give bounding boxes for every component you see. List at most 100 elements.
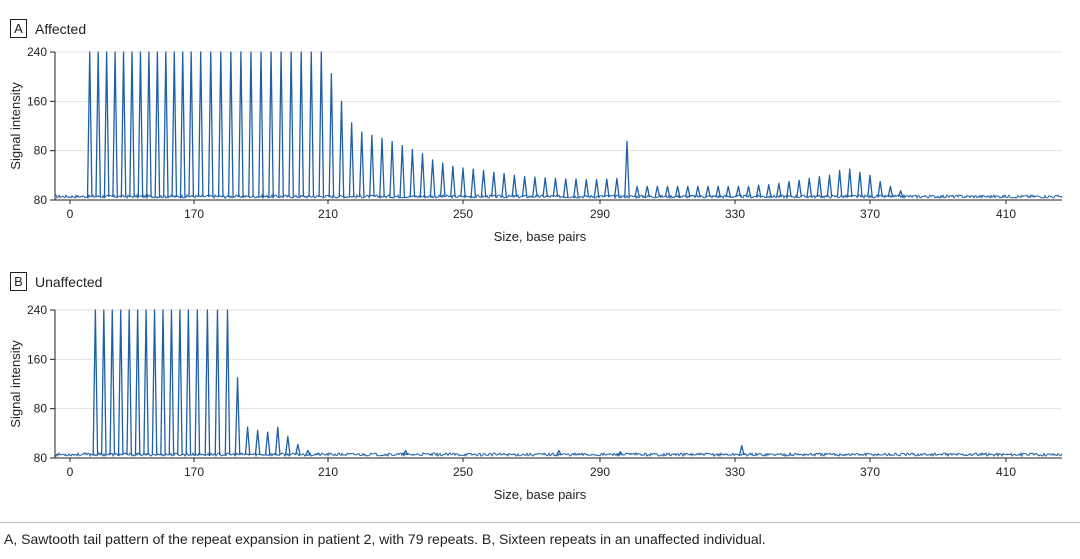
- y-axis-title: Signal intensity: [8, 340, 23, 428]
- peak: [154, 51, 161, 198]
- peak: [450, 165, 456, 198]
- peak: [278, 51, 284, 198]
- peak: [735, 185, 742, 198]
- peak: [379, 137, 385, 198]
- peak: [583, 179, 590, 198]
- peak: [867, 174, 873, 198]
- peak: [92, 309, 99, 456]
- peak: [402, 449, 409, 456]
- peak: [644, 185, 651, 198]
- peak: [654, 185, 661, 198]
- peak: [179, 51, 186, 198]
- peak: [264, 431, 271, 456]
- y-tick-label: 80: [34, 451, 48, 465]
- x-tick-label: 290: [590, 465, 610, 479]
- peak: [151, 309, 158, 456]
- peak: [796, 179, 802, 198]
- peak: [305, 449, 311, 456]
- peak: [846, 168, 853, 198]
- peak: [258, 51, 264, 198]
- peak: [826, 174, 833, 198]
- peak: [617, 451, 623, 456]
- peak: [207, 51, 214, 198]
- peak: [194, 309, 201, 456]
- peak: [614, 177, 620, 198]
- y-tick-label: 160: [27, 94, 47, 108]
- peak: [419, 153, 426, 198]
- peak: [288, 51, 294, 198]
- y-tick-label: 80: [34, 193, 48, 207]
- peak: [171, 51, 178, 198]
- peak: [177, 309, 183, 456]
- peak: [143, 309, 149, 456]
- peak: [214, 309, 221, 456]
- peak: [254, 429, 261, 456]
- peak: [674, 185, 681, 198]
- x-tick-label: 330: [725, 465, 745, 479]
- peak: [224, 309, 231, 456]
- x-axis-title: Size, base pairs: [494, 487, 587, 502]
- y-tick-label: 160: [27, 352, 47, 366]
- peak: [120, 51, 127, 198]
- peak: [268, 51, 274, 198]
- panel-a-title: Affected: [35, 20, 87, 37]
- peak: [480, 169, 487, 198]
- figure-caption: A, Sawtooth tail pattern of the repeat e…: [0, 522, 1080, 559]
- peak: [409, 148, 416, 198]
- peak: [776, 182, 782, 198]
- peak: [168, 309, 175, 456]
- peak: [684, 185, 691, 198]
- peak: [146, 51, 152, 198]
- peak: [664, 185, 671, 198]
- x-tick-label: 410: [996, 465, 1016, 479]
- x-tick-label: 210: [318, 465, 338, 479]
- panel-b-title: Unaffected: [35, 273, 103, 290]
- x-tick-label: 250: [453, 207, 473, 221]
- peak: [887, 185, 894, 198]
- peak: [318, 51, 325, 198]
- peak: [298, 51, 305, 198]
- peak: [234, 377, 241, 456]
- peak: [100, 309, 107, 456]
- peak: [129, 51, 135, 198]
- peak: [248, 51, 254, 198]
- peak: [228, 51, 234, 198]
- peak: [755, 184, 762, 198]
- peak: [358, 131, 365, 198]
- peak: [511, 174, 518, 198]
- peak: [103, 51, 110, 198]
- x-tick-label: 250: [453, 465, 473, 479]
- x-axis-title: Size, base pairs: [494, 229, 587, 244]
- chart-unaffected: 80 80 160 240 0 170 210 250 290 330 370 410 Size, ba…: [8, 303, 1063, 502]
- peak: [877, 180, 884, 198]
- peak: [634, 185, 640, 198]
- peak: [715, 185, 721, 198]
- peak: [470, 168, 477, 198]
- peak: [295, 443, 301, 456]
- peak: [439, 162, 446, 198]
- peak: [112, 51, 118, 198]
- peak: [705, 185, 711, 198]
- panel-b-letter: B: [10, 272, 27, 291]
- peak: [117, 309, 124, 456]
- peak: [816, 175, 823, 198]
- x-tick-label: 290: [590, 207, 610, 221]
- x-tick-label: 210: [318, 207, 338, 221]
- peak: [348, 122, 355, 198]
- x-tick-label: 0: [67, 465, 74, 479]
- peak: [160, 309, 166, 456]
- panel-a-header: A Affected: [10, 19, 86, 38]
- peak: [429, 159, 436, 198]
- peak: [562, 178, 569, 198]
- peak: [399, 145, 406, 198]
- peak: [695, 185, 701, 198]
- peak: [244, 426, 251, 456]
- peak: [86, 51, 93, 198]
- y-tick-label: 240: [27, 303, 47, 317]
- peak: [573, 178, 579, 198]
- x-tick-label: 370: [860, 465, 880, 479]
- peak: [134, 309, 141, 456]
- peak: [284, 435, 291, 456]
- peak: [238, 51, 244, 198]
- trace-baseline: [54, 193, 1063, 200]
